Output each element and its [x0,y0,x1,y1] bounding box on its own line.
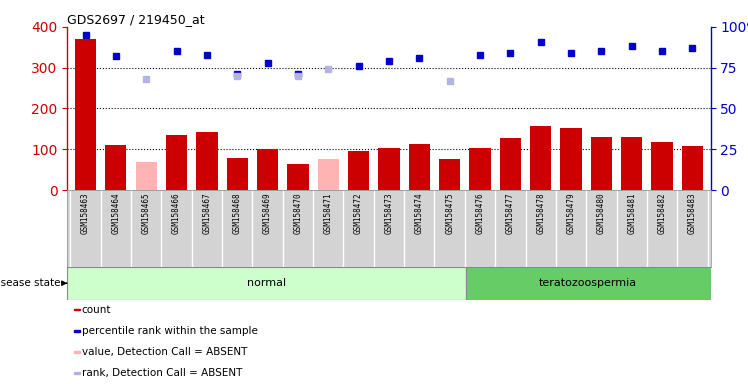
Bar [470,149,491,190]
Text: GSM158469: GSM158469 [263,192,272,234]
Bar [560,128,582,190]
Bar [318,159,339,190]
Text: GSM158479: GSM158479 [566,192,575,234]
Text: GSM158478: GSM158478 [536,192,545,234]
Bar [530,126,551,190]
Text: GSM158464: GSM158464 [111,192,120,234]
Bar [67,267,465,300]
Text: rank, Detection Call = ABSENT: rank, Detection Call = ABSENT [82,368,242,378]
Text: GSM158476: GSM158476 [476,192,485,234]
Text: GSM158463: GSM158463 [81,192,90,234]
Text: GSM158471: GSM158471 [324,192,333,234]
Text: GSM158465: GSM158465 [141,192,150,234]
Bar [196,132,218,190]
Text: GSM158474: GSM158474 [415,192,424,234]
Text: GSM158483: GSM158483 [688,192,697,234]
Text: GSM158477: GSM158477 [506,192,515,234]
Text: disease state: disease state [0,278,67,288]
Bar [465,267,711,300]
Bar [227,158,248,190]
Text: GSM158470: GSM158470 [293,192,302,234]
Text: percentile rank within the sample: percentile rank within the sample [82,326,258,336]
Bar [74,309,80,310]
Bar [75,39,96,190]
Text: GSM158466: GSM158466 [172,192,181,234]
Text: teratozoospermia: teratozoospermia [539,278,637,288]
Text: GSM158467: GSM158467 [203,192,212,234]
Text: count: count [82,305,111,314]
Bar [681,146,703,190]
Text: GSM158482: GSM158482 [657,192,666,234]
Text: GSM158473: GSM158473 [384,192,393,234]
Text: GSM158481: GSM158481 [628,192,637,234]
Bar [74,372,80,374]
Text: GSM158475: GSM158475 [445,192,454,234]
Bar [408,144,430,190]
Text: GSM158472: GSM158472 [354,192,363,234]
Text: value, Detection Call = ABSENT: value, Detection Call = ABSENT [82,347,248,357]
Bar [105,145,126,190]
Bar [500,138,521,190]
Bar [74,351,80,353]
Text: GSM158480: GSM158480 [597,192,606,234]
Bar [74,330,80,331]
Bar [439,159,460,190]
Text: GSM158468: GSM158468 [233,192,242,234]
Bar [166,135,187,190]
Text: normal: normal [247,278,286,288]
Bar [287,164,308,190]
Bar [591,137,612,190]
Bar [378,148,399,190]
Bar [257,149,278,190]
Bar [621,137,643,190]
Bar [348,151,370,190]
Bar [135,162,157,190]
Text: GDS2697 / 219450_at: GDS2697 / 219450_at [67,13,205,26]
Bar [652,142,672,190]
